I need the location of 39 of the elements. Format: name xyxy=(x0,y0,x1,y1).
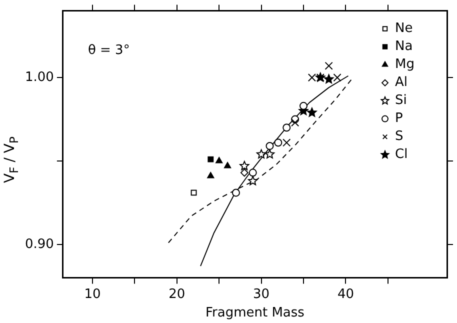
point xyxy=(274,138,282,147)
y-tick-label: 0.90 xyxy=(24,236,54,252)
x-tick-label: 40 xyxy=(337,286,354,302)
legend-label: Na xyxy=(395,39,413,54)
point xyxy=(216,156,223,164)
legend-label: Mg xyxy=(395,57,414,72)
point xyxy=(333,74,342,82)
x-tick-label: 10 xyxy=(84,286,101,302)
legend-label: Ne xyxy=(395,21,413,36)
point xyxy=(248,168,257,177)
point xyxy=(256,149,266,158)
point xyxy=(291,118,300,127)
legend-label: Cl xyxy=(395,147,408,162)
x-axis-title: Fragment Mass xyxy=(205,306,305,321)
annotation: θ = 3° xyxy=(88,43,130,58)
point xyxy=(307,108,317,117)
point xyxy=(248,176,258,186)
x-tick-label: 20 xyxy=(168,286,186,302)
point xyxy=(266,142,274,150)
legend-label: Si xyxy=(395,93,407,108)
point xyxy=(282,138,291,147)
point xyxy=(240,160,250,170)
point xyxy=(300,102,308,110)
point xyxy=(207,172,214,178)
point xyxy=(208,156,214,162)
point xyxy=(324,74,334,84)
point xyxy=(224,162,232,168)
point xyxy=(308,74,316,82)
point xyxy=(240,168,248,177)
point xyxy=(264,149,275,158)
x-tick-label: 30 xyxy=(253,286,270,302)
point xyxy=(282,124,291,132)
legend-label: P xyxy=(395,111,403,126)
point xyxy=(324,62,333,70)
point xyxy=(232,188,240,197)
point xyxy=(190,190,197,196)
legend-label: Al xyxy=(395,75,408,90)
legend-label: S xyxy=(395,129,404,144)
y-tick-label: 1.00 xyxy=(24,70,54,85)
